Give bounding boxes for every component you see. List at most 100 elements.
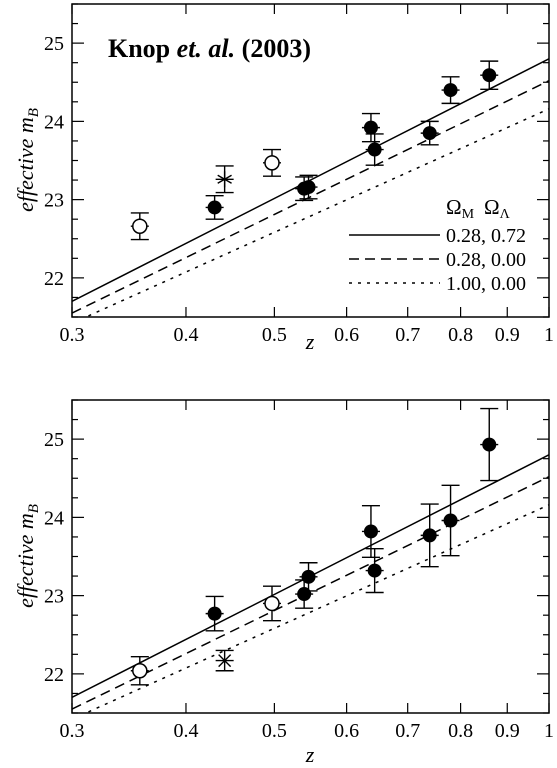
axis-ticks (71, 399, 550, 714)
legend-header-omega-m: ΩM (446, 195, 475, 222)
chart-title: Knop et. al. (2003) (108, 34, 311, 63)
open-marker (264, 155, 280, 171)
x-tick-label: 0.8 (448, 720, 473, 742)
model-curves (72, 454, 549, 713)
data-point-filled (205, 195, 224, 220)
data-point-asterisk (215, 165, 234, 194)
y-axis-label-subscript: B (26, 504, 42, 513)
x-tick-label: 0.5 (262, 324, 287, 346)
filled-marker (207, 200, 222, 215)
model-curve-solid (72, 58, 549, 303)
y-axis-label-main: effective m (13, 513, 38, 608)
y-tick-label: 24 (44, 507, 64, 529)
y-axis-label: effective mB (13, 504, 42, 608)
x-tick-label: 1 (544, 324, 554, 346)
legend-header-omega-lambda: ΩΛ (484, 195, 511, 222)
filled-marker (301, 569, 316, 584)
data-points (130, 407, 499, 686)
top-panel: 0.3 0.4 0.5 0.6 0.7 0.8 0.9 1 22 23 24 2… (13, 3, 555, 354)
x-tick-label: 0.4 (173, 720, 198, 742)
title-year: (2003) (235, 34, 311, 63)
data-point-filled (365, 133, 384, 166)
legend-label: 1.00, 0.00 (446, 273, 526, 295)
data-point-filled (480, 407, 499, 482)
bottom-panel: 0.3 0.4 0.5 0.6 0.7 0.8 0.9 1 22 23 24 2… (13, 399, 555, 767)
title-etal: et. al. (177, 34, 236, 63)
data-point-cross (215, 649, 234, 672)
model-curve-dotted (84, 108, 549, 317)
legend-header-omega: Ω (446, 195, 462, 219)
legend: ΩM ΩΛ 0.28, 0.72 0.28, 0.00 1.00, 0.00 (349, 195, 526, 295)
data-point-open (130, 655, 149, 686)
x-tick-label: 0.6 (334, 324, 359, 346)
x-tick-label: 0.8 (448, 324, 473, 346)
y-axis-label: effective mB (13, 108, 42, 212)
filled-marker (422, 528, 437, 543)
filled-marker (482, 68, 497, 83)
y-tick-label: 22 (44, 268, 64, 290)
x-tick-label: 0.7 (395, 324, 420, 346)
legend-header-subscript: Λ (500, 207, 511, 222)
data-point-filled (441, 76, 460, 105)
x-tick-label: 0.4 (173, 324, 198, 346)
legend-header-subscript: M (462, 207, 475, 222)
y-axis-label-subscript: B (26, 108, 42, 117)
plot-area (71, 399, 550, 714)
data-point-filled (441, 484, 460, 557)
y-tick-label: 23 (44, 586, 64, 608)
filled-marker (367, 563, 382, 578)
filled-marker (422, 126, 437, 141)
x-tick-label: 0.3 (60, 324, 85, 346)
x-tick-label: 0.9 (495, 324, 520, 346)
legend-label: 0.28, 0.72 (446, 225, 526, 247)
open-marker (132, 662, 148, 679)
data-point-filled (205, 595, 224, 632)
x-axis-label: z (305, 329, 315, 354)
x-tick-label: 1 (544, 720, 554, 742)
y-tick-label: 25 (44, 429, 64, 451)
legend-header-omega: Ω (484, 195, 500, 219)
filled-marker (367, 142, 382, 157)
filled-marker (443, 513, 458, 528)
x-tick-label: 0.7 (395, 720, 420, 742)
x-tick-label: 0.5 (262, 720, 287, 742)
model-curve-dotted (84, 504, 549, 713)
y-tick-label: 22 (44, 664, 64, 686)
legend-label: 0.28, 0.00 (446, 249, 526, 271)
y-tick-labels: 22 23 24 25 (44, 429, 64, 686)
data-point-filled (480, 60, 499, 90)
y-tick-labels: 22 23 24 25 (44, 33, 64, 290)
filled-marker (363, 120, 378, 135)
data-point-filled (361, 112, 380, 143)
filled-marker (482, 437, 497, 452)
data-points (130, 60, 499, 241)
data-point-open (262, 585, 281, 622)
x-tick-label: 0.6 (334, 720, 359, 742)
open-marker (132, 218, 148, 234)
filled-marker (443, 83, 458, 98)
filled-marker (207, 606, 222, 621)
data-point-filled (295, 579, 314, 609)
y-tick-label: 23 (44, 190, 64, 212)
plot-area (71, 3, 550, 318)
data-point-filled (420, 120, 439, 146)
x-axis-label: z (305, 742, 315, 767)
y-tick-label: 24 (44, 111, 64, 133)
filled-marker (363, 524, 378, 539)
data-point-open (262, 148, 281, 177)
y-tick-label: 25 (44, 33, 64, 55)
model-curve-dashed (72, 80, 549, 314)
data-point-filled (420, 503, 439, 568)
data-point-filled (365, 547, 384, 594)
data-point-filled (299, 174, 318, 200)
x-tick-labels: 0.3 0.4 0.5 0.6 0.7 0.8 0.9 1 (60, 720, 555, 742)
cross-stroke (218, 654, 232, 668)
x-tick-label: 0.3 (60, 720, 85, 742)
title-author: Knop (108, 34, 177, 63)
asterisk-stroke (217, 174, 232, 184)
x-tick-labels: 0.3 0.4 0.5 0.6 0.7 0.8 0.9 1 (60, 324, 555, 346)
y-axis-label-main: effective m (13, 117, 38, 212)
x-tick-label: 0.9 (495, 720, 520, 742)
data-point-open (130, 212, 149, 241)
